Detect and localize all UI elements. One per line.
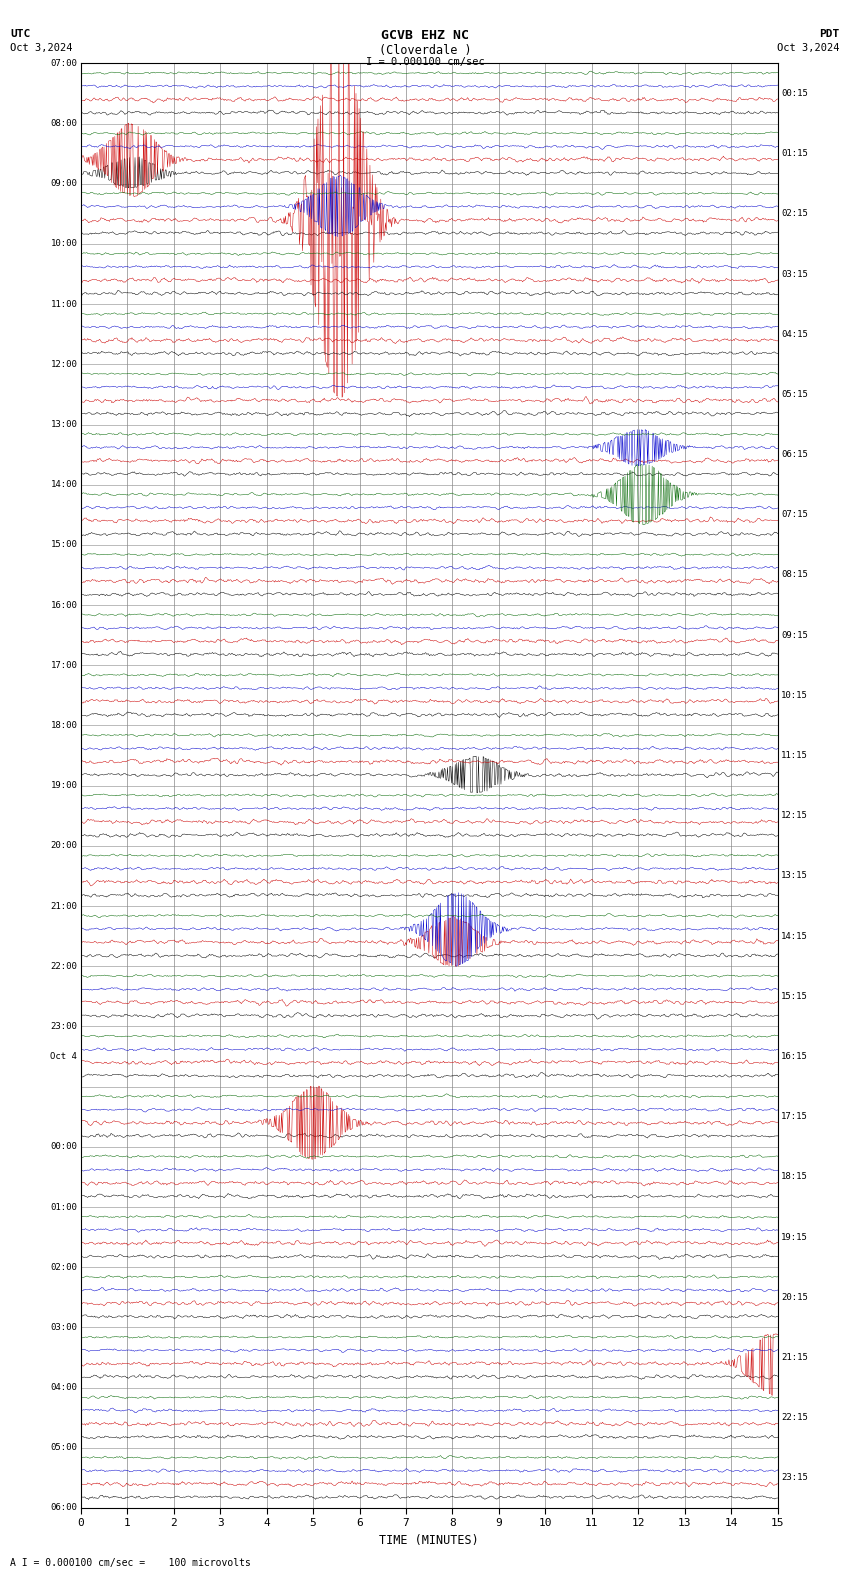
Text: 09:00: 09:00 <box>50 179 77 188</box>
Text: 21:15: 21:15 <box>781 1353 808 1362</box>
Text: 14:15: 14:15 <box>781 931 808 941</box>
Text: 15:15: 15:15 <box>781 992 808 1001</box>
Text: 17:00: 17:00 <box>50 661 77 670</box>
Text: I = 0.000100 cm/sec: I = 0.000100 cm/sec <box>366 57 484 67</box>
Text: 10:00: 10:00 <box>50 239 77 249</box>
Text: 16:15: 16:15 <box>781 1052 808 1061</box>
Text: 16:00: 16:00 <box>50 600 77 610</box>
Text: 00:00: 00:00 <box>50 1142 77 1152</box>
Text: PDT: PDT <box>819 29 840 38</box>
Text: 22:00: 22:00 <box>50 961 77 971</box>
Text: 23:00: 23:00 <box>50 1022 77 1031</box>
Text: 20:00: 20:00 <box>50 841 77 851</box>
Text: Oct 4: Oct 4 <box>50 1052 77 1061</box>
Text: 01:15: 01:15 <box>781 149 808 158</box>
Text: 11:15: 11:15 <box>781 751 808 760</box>
Text: 04:00: 04:00 <box>50 1383 77 1392</box>
Text: 13:15: 13:15 <box>781 871 808 881</box>
Text: 21:00: 21:00 <box>50 901 77 911</box>
Text: 18:15: 18:15 <box>781 1172 808 1182</box>
Text: A I = 0.000100 cm/sec =    100 microvolts: A I = 0.000100 cm/sec = 100 microvolts <box>10 1559 251 1568</box>
Text: 20:15: 20:15 <box>781 1293 808 1302</box>
Text: 09:15: 09:15 <box>781 630 808 640</box>
Text: 06:00: 06:00 <box>50 1503 77 1513</box>
Text: 02:00: 02:00 <box>50 1262 77 1272</box>
Text: 08:15: 08:15 <box>781 570 808 580</box>
Text: 19:15: 19:15 <box>781 1232 808 1242</box>
Text: 23:15: 23:15 <box>781 1473 808 1483</box>
Text: 12:00: 12:00 <box>50 360 77 369</box>
Text: 15:00: 15:00 <box>50 540 77 550</box>
X-axis label: TIME (MINUTES): TIME (MINUTES) <box>379 1533 479 1548</box>
Text: 08:00: 08:00 <box>50 119 77 128</box>
Text: 12:15: 12:15 <box>781 811 808 821</box>
Text: 18:00: 18:00 <box>50 721 77 730</box>
Text: 05:00: 05:00 <box>50 1443 77 1453</box>
Text: 17:15: 17:15 <box>781 1112 808 1121</box>
Text: 14:00: 14:00 <box>50 480 77 489</box>
Text: 05:15: 05:15 <box>781 390 808 399</box>
Text: 07:00: 07:00 <box>50 59 77 68</box>
Text: 13:00: 13:00 <box>50 420 77 429</box>
Text: 06:15: 06:15 <box>781 450 808 459</box>
Text: 04:15: 04:15 <box>781 329 808 339</box>
Text: Oct 3,2024: Oct 3,2024 <box>10 43 73 52</box>
Text: 03:00: 03:00 <box>50 1323 77 1332</box>
Text: 22:15: 22:15 <box>781 1413 808 1422</box>
Text: 02:15: 02:15 <box>781 209 808 219</box>
Text: UTC: UTC <box>10 29 31 38</box>
Text: 03:15: 03:15 <box>781 269 808 279</box>
Text: 10:15: 10:15 <box>781 691 808 700</box>
Text: (Cloverdale ): (Cloverdale ) <box>379 43 471 57</box>
Text: GCVB EHZ NC: GCVB EHZ NC <box>381 29 469 43</box>
Text: Oct 3,2024: Oct 3,2024 <box>777 43 840 52</box>
Text: 00:15: 00:15 <box>781 89 808 98</box>
Text: 19:00: 19:00 <box>50 781 77 790</box>
Text: 07:15: 07:15 <box>781 510 808 520</box>
Text: 11:00: 11:00 <box>50 299 77 309</box>
Text: 01:00: 01:00 <box>50 1202 77 1212</box>
